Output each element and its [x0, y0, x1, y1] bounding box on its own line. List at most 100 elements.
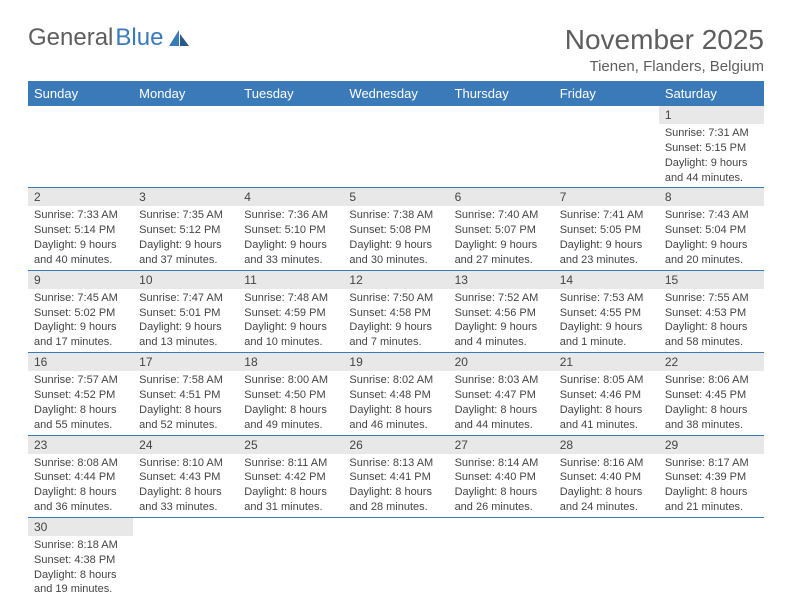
daylight-text: Daylight: 8 hours and 28 minutes. — [349, 485, 442, 515]
day-cell: 6Sunrise: 7:40 AMSunset: 5:07 PMDaylight… — [449, 188, 554, 270]
day-content: Sunrise: 7:33 AMSunset: 5:14 PMDaylight:… — [28, 206, 133, 269]
week-row: 16Sunrise: 7:57 AMSunset: 4:52 PMDayligh… — [28, 353, 764, 435]
weekday-header-row: SundayMondayTuesdayWednesdayThursdayFrid… — [28, 81, 764, 106]
sunset-text: Sunset: 4:40 PM — [560, 470, 653, 485]
day-cell: 11Sunrise: 7:48 AMSunset: 4:59 PMDayligh… — [238, 270, 343, 352]
week-row: 2Sunrise: 7:33 AMSunset: 5:14 PMDaylight… — [28, 188, 764, 270]
daylight-text: Daylight: 8 hours and 19 minutes. — [34, 568, 127, 598]
day-number: 23 — [28, 436, 133, 454]
day-cell: 30Sunrise: 8:18 AMSunset: 4:38 PMDayligh… — [28, 517, 133, 599]
calendar-body: 1Sunrise: 7:31 AMSunset: 5:15 PMDaylight… — [28, 106, 764, 599]
sunset-text: Sunset: 4:41 PM — [349, 470, 442, 485]
sunset-text: Sunset: 4:46 PM — [560, 388, 653, 403]
day-number: 16 — [28, 353, 133, 371]
day-number: 25 — [238, 436, 343, 454]
sunrise-text: Sunrise: 7:48 AM — [244, 291, 337, 306]
sunrise-text: Sunrise: 7:41 AM — [560, 208, 653, 223]
weekday-header: Thursday — [449, 81, 554, 106]
day-number: 28 — [554, 436, 659, 454]
sunrise-text: Sunrise: 7:31 AM — [665, 126, 758, 141]
day-cell — [133, 106, 238, 188]
daylight-text: Daylight: 9 hours and 30 minutes. — [349, 238, 442, 268]
day-content: Sunrise: 8:05 AMSunset: 4:46 PMDaylight:… — [554, 371, 659, 434]
day-cell: 17Sunrise: 7:58 AMSunset: 4:51 PMDayligh… — [133, 353, 238, 435]
day-cell: 7Sunrise: 7:41 AMSunset: 5:05 PMDaylight… — [554, 188, 659, 270]
sunset-text: Sunset: 4:56 PM — [455, 306, 548, 321]
day-content: Sunrise: 7:36 AMSunset: 5:10 PMDaylight:… — [238, 206, 343, 269]
sunrise-text: Sunrise: 7:47 AM — [139, 291, 232, 306]
daylight-text: Daylight: 8 hours and 58 minutes. — [665, 320, 758, 350]
daylight-text: Daylight: 9 hours and 7 minutes. — [349, 320, 442, 350]
daylight-text: Daylight: 8 hours and 36 minutes. — [34, 485, 127, 515]
day-number: 6 — [449, 188, 554, 206]
month-title: November 2025 — [565, 24, 764, 56]
day-cell: 10Sunrise: 7:47 AMSunset: 5:01 PMDayligh… — [133, 270, 238, 352]
sunrise-text: Sunrise: 7:45 AM — [34, 291, 127, 306]
day-number: 15 — [659, 271, 764, 289]
day-content: Sunrise: 7:40 AMSunset: 5:07 PMDaylight:… — [449, 206, 554, 269]
daylight-text: Daylight: 8 hours and 55 minutes. — [34, 403, 127, 433]
day-content: Sunrise: 7:48 AMSunset: 4:59 PMDaylight:… — [238, 289, 343, 352]
calendar-table: SundayMondayTuesdayWednesdayThursdayFrid… — [28, 81, 764, 599]
day-content: Sunrise: 7:45 AMSunset: 5:02 PMDaylight:… — [28, 289, 133, 352]
daylight-text: Daylight: 9 hours and 27 minutes. — [455, 238, 548, 268]
day-number: 30 — [28, 518, 133, 536]
week-row: 30Sunrise: 8:18 AMSunset: 4:38 PMDayligh… — [28, 517, 764, 599]
sunrise-text: Sunrise: 7:38 AM — [349, 208, 442, 223]
daylight-text: Daylight: 9 hours and 4 minutes. — [455, 320, 548, 350]
week-row: 23Sunrise: 8:08 AMSunset: 4:44 PMDayligh… — [28, 435, 764, 517]
sunset-text: Sunset: 4:53 PM — [665, 306, 758, 321]
day-cell: 28Sunrise: 8:16 AMSunset: 4:40 PMDayligh… — [554, 435, 659, 517]
sunrise-text: Sunrise: 7:43 AM — [665, 208, 758, 223]
sunrise-text: Sunrise: 7:53 AM — [560, 291, 653, 306]
day-number: 9 — [28, 271, 133, 289]
daylight-text: Daylight: 8 hours and 44 minutes. — [455, 403, 548, 433]
sunset-text: Sunset: 4:48 PM — [349, 388, 442, 403]
day-content: Sunrise: 8:08 AMSunset: 4:44 PMDaylight:… — [28, 454, 133, 517]
day-content: Sunrise: 7:43 AMSunset: 5:04 PMDaylight:… — [659, 206, 764, 269]
day-content: Sunrise: 7:55 AMSunset: 4:53 PMDaylight:… — [659, 289, 764, 352]
day-content: Sunrise: 8:14 AMSunset: 4:40 PMDaylight:… — [449, 454, 554, 517]
sunset-text: Sunset: 4:42 PM — [244, 470, 337, 485]
day-cell: 8Sunrise: 7:43 AMSunset: 5:04 PMDaylight… — [659, 188, 764, 270]
daylight-text: Daylight: 9 hours and 13 minutes. — [139, 320, 232, 350]
day-cell: 15Sunrise: 7:55 AMSunset: 4:53 PMDayligh… — [659, 270, 764, 352]
sunset-text: Sunset: 4:59 PM — [244, 306, 337, 321]
daylight-text: Daylight: 9 hours and 33 minutes. — [244, 238, 337, 268]
day-content: Sunrise: 7:50 AMSunset: 4:58 PMDaylight:… — [343, 289, 448, 352]
header: General Blue November 2025 Tienen, Fland… — [28, 24, 764, 75]
sunset-text: Sunset: 4:45 PM — [665, 388, 758, 403]
sunrise-text: Sunrise: 7:50 AM — [349, 291, 442, 306]
weekday-header: Wednesday — [343, 81, 448, 106]
day-cell: 20Sunrise: 8:03 AMSunset: 4:47 PMDayligh… — [449, 353, 554, 435]
sunset-text: Sunset: 4:52 PM — [34, 388, 127, 403]
day-number: 19 — [343, 353, 448, 371]
sunset-text: Sunset: 4:50 PM — [244, 388, 337, 403]
sunset-text: Sunset: 5:14 PM — [34, 223, 127, 238]
day-cell — [554, 517, 659, 599]
sunrise-text: Sunrise: 8:00 AM — [244, 373, 337, 388]
day-cell: 29Sunrise: 8:17 AMSunset: 4:39 PMDayligh… — [659, 435, 764, 517]
day-cell — [449, 517, 554, 599]
week-row: 1Sunrise: 7:31 AMSunset: 5:15 PMDaylight… — [28, 106, 764, 188]
sunrise-text: Sunrise: 8:13 AM — [349, 456, 442, 471]
day-cell: 21Sunrise: 8:05 AMSunset: 4:46 PMDayligh… — [554, 353, 659, 435]
day-content: Sunrise: 8:18 AMSunset: 4:38 PMDaylight:… — [28, 536, 133, 599]
day-number: 12 — [343, 271, 448, 289]
daylight-text: Daylight: 8 hours and 46 minutes. — [349, 403, 442, 433]
weekday-header: Friday — [554, 81, 659, 106]
day-cell: 12Sunrise: 7:50 AMSunset: 4:58 PMDayligh… — [343, 270, 448, 352]
day-number: 27 — [449, 436, 554, 454]
day-number: 29 — [659, 436, 764, 454]
day-cell: 23Sunrise: 8:08 AMSunset: 4:44 PMDayligh… — [28, 435, 133, 517]
daylight-text: Daylight: 9 hours and 37 minutes. — [139, 238, 232, 268]
day-number: 17 — [133, 353, 238, 371]
day-content: Sunrise: 8:06 AMSunset: 4:45 PMDaylight:… — [659, 371, 764, 434]
logo: General Blue — [28, 24, 191, 52]
daylight-text: Daylight: 8 hours and 26 minutes. — [455, 485, 548, 515]
day-content: Sunrise: 7:47 AMSunset: 5:01 PMDaylight:… — [133, 289, 238, 352]
day-cell: 9Sunrise: 7:45 AMSunset: 5:02 PMDaylight… — [28, 270, 133, 352]
day-cell: 18Sunrise: 8:00 AMSunset: 4:50 PMDayligh… — [238, 353, 343, 435]
sunset-text: Sunset: 4:58 PM — [349, 306, 442, 321]
daylight-text: Daylight: 9 hours and 1 minute. — [560, 320, 653, 350]
